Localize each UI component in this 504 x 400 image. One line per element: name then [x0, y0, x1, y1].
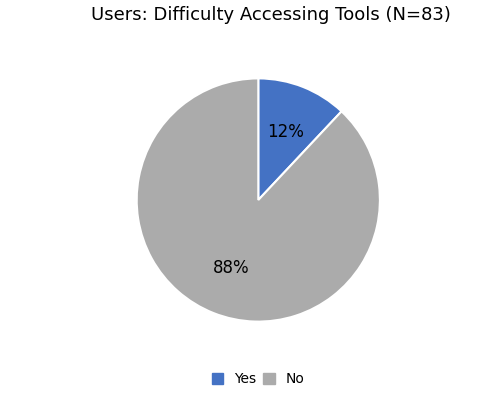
- Text: Users: Difficulty Accessing Tools (N=83): Users: Difficulty Accessing Tools (N=83): [91, 6, 451, 24]
- Text: 12%: 12%: [267, 123, 303, 141]
- Legend: Yes, No: Yes, No: [208, 368, 308, 391]
- Wedge shape: [137, 78, 380, 322]
- Text: 88%: 88%: [213, 259, 250, 277]
- Wedge shape: [258, 78, 342, 200]
